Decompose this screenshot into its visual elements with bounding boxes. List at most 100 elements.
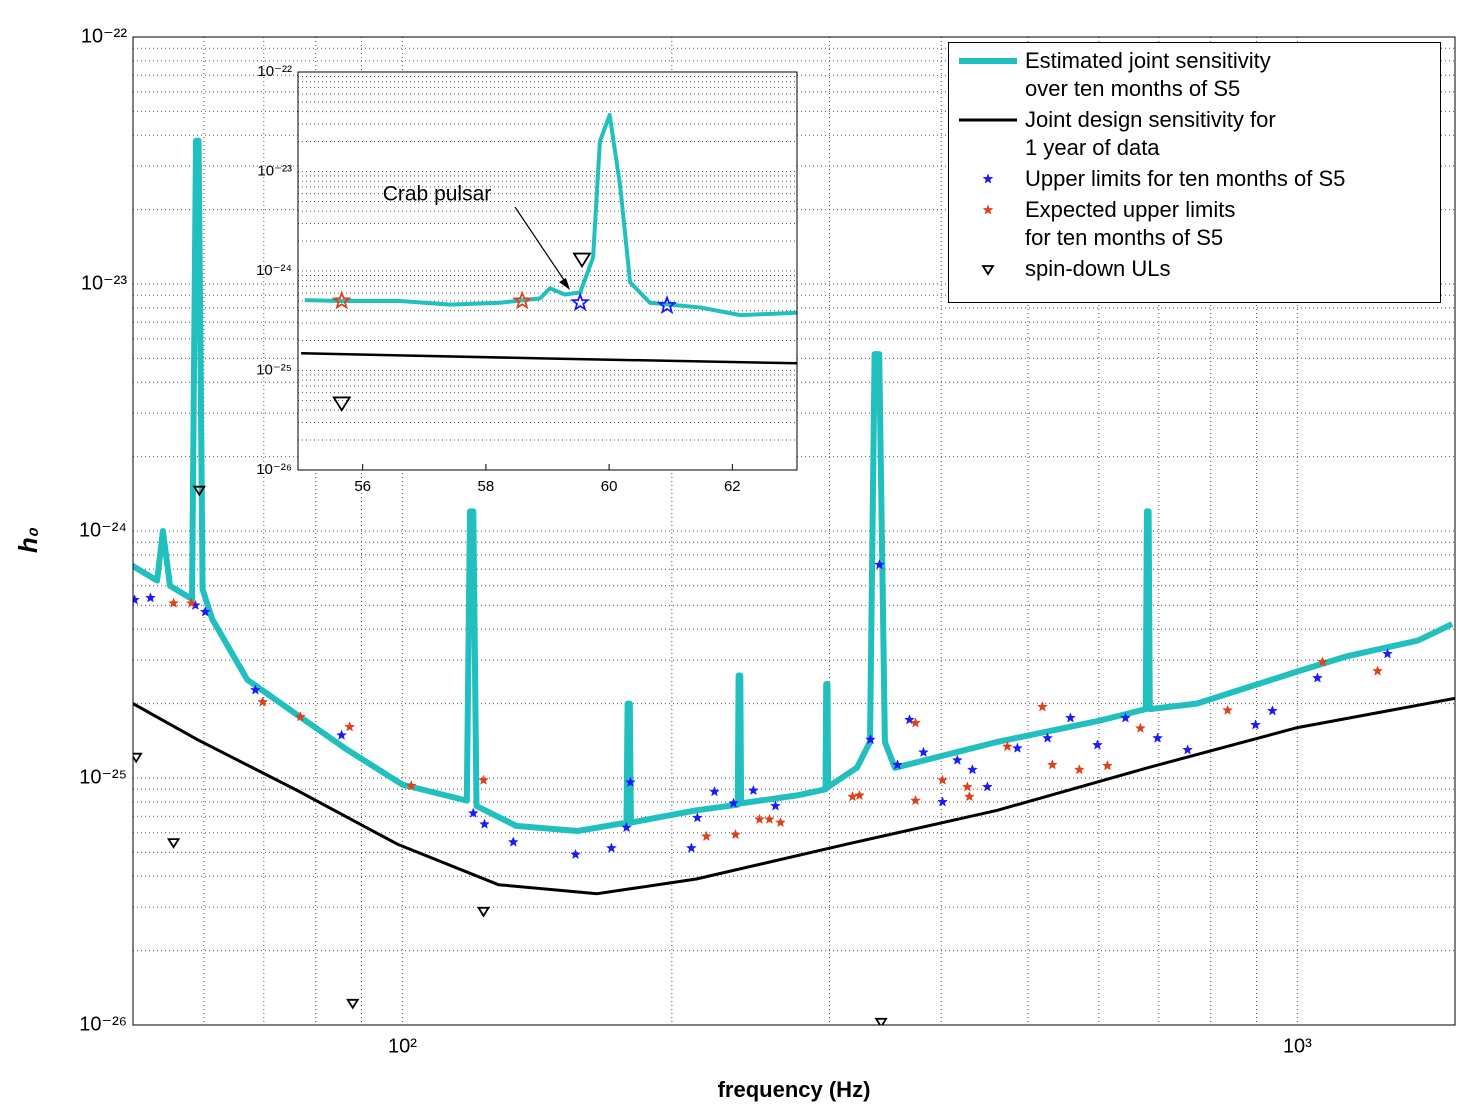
x-tick-label: 56: [354, 478, 371, 495]
y-tick-label: 10⁻²⁶: [79, 1013, 127, 1035]
marker: [764, 813, 775, 824]
legend-swatch: [959, 118, 1017, 122]
legend-entry: spin-down ULs: [949, 255, 1440, 283]
marker: [963, 790, 975, 802]
marker: [1046, 759, 1058, 770]
annotation-arrow: [514, 206, 569, 287]
legend-label: Upper limits for ten months of S5: [1025, 166, 1346, 191]
marker: [478, 774, 489, 785]
legend-label: Joint design sensitivity for 1 year of d…: [1025, 107, 1276, 160]
marker: [1182, 744, 1194, 755]
y-axis-label: h₀: [13, 527, 43, 553]
marker: [185, 597, 197, 608]
marker: [1222, 704, 1233, 715]
marker: [904, 714, 915, 725]
series-line: [133, 137, 1454, 834]
y-tick-label: 10⁻²⁴: [256, 262, 292, 279]
marker: [910, 794, 921, 806]
marker: [982, 204, 994, 215]
x-tick-label: 62: [724, 478, 741, 495]
marker: [507, 836, 519, 847]
y-tick-label: 10⁻²²: [81, 25, 127, 47]
legend-entry: Upper limits for ten months of S5: [949, 165, 1440, 193]
marker: [951, 754, 963, 765]
marker: [1065, 712, 1076, 723]
marker: [691, 812, 703, 823]
marker: [854, 789, 865, 801]
marker: [621, 821, 632, 833]
marker: [1134, 722, 1146, 733]
legend-label: Expected upper limits for ten months of …: [1025, 197, 1236, 250]
marker: [1382, 648, 1393, 659]
legend-entry: Expected upper limits for ten months of …: [949, 196, 1440, 252]
y-tick-label: 10⁻²⁵: [79, 766, 127, 788]
y-tick-label: 10⁻²⁴: [79, 519, 127, 541]
marker: [775, 816, 786, 828]
series-line: [304, 113, 797, 318]
marker: [967, 763, 978, 775]
marker: [847, 790, 858, 802]
marker: [937, 774, 948, 785]
marker: [892, 759, 903, 770]
marker: [133, 752, 143, 764]
arrow-head: [559, 278, 570, 290]
legend-entry: Estimated joint sensitivity over ten mon…: [949, 47, 1440, 103]
series-line: [133, 696, 1455, 896]
marker: [336, 729, 347, 740]
legend-entry: Joint design sensitivity for 1 year of d…: [949, 106, 1440, 162]
annotation: Crab pulsar: [383, 183, 570, 290]
plot-frame: [297, 71, 798, 471]
marker: [332, 396, 352, 412]
legend-swatch: [982, 204, 994, 215]
y-tick-label: 10⁻²³: [81, 272, 127, 294]
marker: [709, 785, 720, 797]
marker: [625, 776, 636, 787]
marker: [1092, 739, 1103, 750]
marker: [1042, 732, 1053, 743]
marker: [754, 813, 765, 824]
marker: [257, 696, 269, 707]
marker: [730, 828, 741, 840]
marker: [405, 780, 417, 791]
x-tick-label: 10²: [388, 1035, 417, 1057]
marker: [512, 290, 533, 310]
y-tick-label: 10⁻²⁵: [256, 361, 292, 378]
marker: [479, 818, 490, 829]
legend-swatch: [959, 58, 1017, 64]
legend-label: Estimated joint sensitivity over ten mon…: [1025, 48, 1271, 101]
marker: [1037, 701, 1048, 712]
marker: [476, 906, 491, 918]
plot-frame: [132, 36, 1456, 1026]
inset-plot: 10⁻²⁶ 10⁻²⁵ 10⁻²⁴ 10⁻²³ 10⁻²² 56 58 60 62: [256, 63, 798, 495]
marker: [1073, 763, 1085, 775]
marker: [1152, 732, 1164, 743]
marker: [346, 998, 360, 1010]
marker: [133, 594, 140, 605]
x-tick-label: 10³: [1283, 1035, 1312, 1057]
marker: [918, 746, 929, 757]
plot-area: [133, 137, 1455, 1025]
marker: [166, 838, 181, 849]
marker: [910, 717, 921, 728]
marker: [1317, 656, 1329, 667]
legend-swatch: [982, 173, 994, 184]
marker: [1120, 712, 1131, 723]
marker: [982, 173, 994, 184]
marker: [700, 830, 712, 842]
marker: [192, 485, 206, 497]
marker: [981, 265, 995, 276]
x-tick-label: 58: [478, 478, 495, 495]
marker: [145, 592, 156, 603]
marker: [728, 797, 739, 808]
x-axis-label: frequency (Hz): [718, 1077, 871, 1102]
legend: Estimated joint sensitivity over ten mon…: [948, 42, 1441, 303]
marker: [1312, 672, 1323, 683]
y-tick-label: 10⁻²⁶: [256, 461, 292, 478]
marker: [1102, 760, 1113, 771]
marker: [294, 711, 306, 722]
x-tick-label: 60: [601, 478, 618, 495]
plot-area: [301, 113, 797, 412]
marker: [168, 597, 179, 608]
marker: [199, 606, 211, 617]
